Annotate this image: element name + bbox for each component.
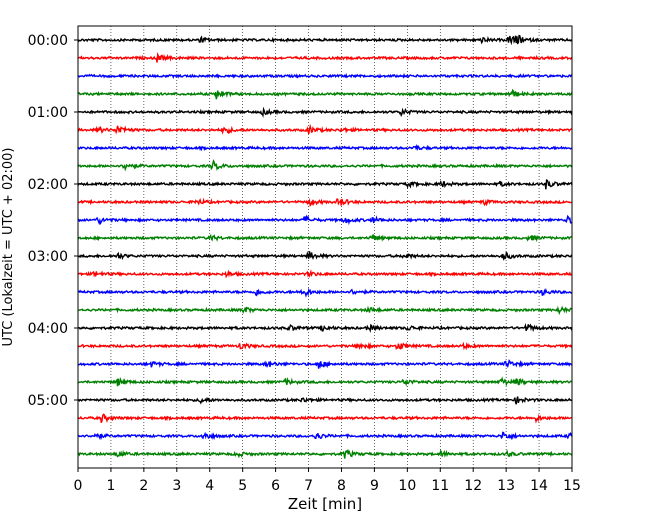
seismic-trace-0145 bbox=[77, 159, 573, 172]
x-tick-label: 9 bbox=[370, 478, 379, 494]
y-tick-label: 00:00 bbox=[28, 33, 68, 49]
seismic-trace-0245 bbox=[77, 233, 573, 243]
x-tick-label: 5 bbox=[238, 478, 247, 494]
seismic-trace-0415 bbox=[77, 341, 573, 351]
seismic-trace-0345 bbox=[77, 305, 573, 316]
seismic-trace-0400 bbox=[77, 322, 573, 334]
seismic-trace-0130 bbox=[77, 143, 573, 152]
seismic-trace-0545 bbox=[77, 448, 573, 459]
x-tick-label: 2 bbox=[139, 478, 148, 494]
seismic-trace-0530 bbox=[77, 431, 573, 441]
seismic-trace-0215 bbox=[77, 197, 573, 207]
y-tick-label: 03:00 bbox=[28, 249, 68, 265]
x-tick-label: 15 bbox=[563, 478, 581, 494]
seismic-trace-0030 bbox=[77, 72, 573, 80]
seismic-trace-0015 bbox=[77, 51, 573, 63]
x-tick-label: 7 bbox=[304, 478, 313, 494]
x-tick-label: 4 bbox=[205, 478, 214, 494]
y-tick-label: 04:00 bbox=[28, 321, 68, 337]
x-tick-label: 13 bbox=[497, 478, 515, 494]
seismic-trace-0100 bbox=[77, 106, 573, 118]
seismic-trace-0330 bbox=[77, 287, 573, 298]
seismic-trace-0045 bbox=[77, 88, 573, 100]
x-tick-label: 8 bbox=[337, 478, 346, 494]
x-tick-label: 14 bbox=[530, 478, 548, 494]
trace-rows bbox=[77, 34, 573, 459]
x-tick-label: 10 bbox=[398, 478, 416, 494]
plot-frame bbox=[77, 25, 573, 469]
x-tick-label: 0 bbox=[74, 478, 83, 494]
seismic-trace-0500 bbox=[77, 396, 573, 405]
seismic-trace-0315 bbox=[77, 269, 573, 279]
x-axis: 0 1 2 3 4 5 6 7 8 9 10 11 12 13 14 15 bbox=[74, 468, 581, 494]
seismic-trace-0000 bbox=[77, 34, 573, 46]
x-tick-label: 1 bbox=[106, 478, 115, 494]
seismic-trace-0200 bbox=[77, 179, 573, 190]
seismic-trace-0300 bbox=[77, 250, 573, 262]
y-axis: 00:00 01:00 02:00 03:00 04:00 05:00 bbox=[28, 33, 78, 409]
y-tick-label: 05:00 bbox=[28, 393, 68, 409]
seismic-trace-0430 bbox=[77, 359, 573, 369]
seismic-trace-0445 bbox=[77, 376, 573, 387]
y-tick-label: 02:00 bbox=[28, 177, 68, 193]
seismic-trace-0115 bbox=[77, 123, 573, 135]
x-axis-title: Zeit [min] bbox=[288, 495, 362, 513]
y-tick-label: 01:00 bbox=[28, 105, 68, 121]
seismic-trace-0230 bbox=[77, 214, 573, 226]
seismic-trace-0515 bbox=[77, 413, 573, 424]
x-tick-label: 12 bbox=[464, 478, 482, 494]
x-tick-label: 11 bbox=[431, 478, 449, 494]
y-axis-title: UTC (Lokalzeit = UTC + 02:00) bbox=[1, 148, 16, 347]
x-tick-label: 6 bbox=[271, 478, 280, 494]
x-tick-label: 3 bbox=[172, 478, 181, 494]
